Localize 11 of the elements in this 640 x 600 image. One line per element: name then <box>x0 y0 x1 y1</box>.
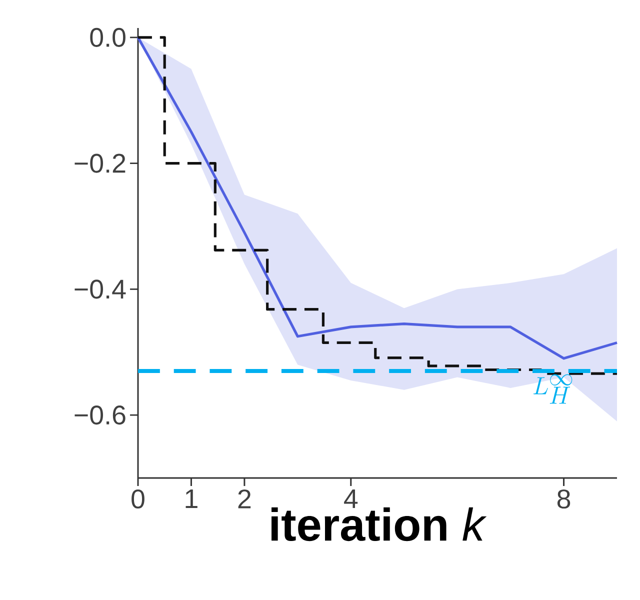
y-tick-label: −0.2 <box>74 154 126 173</box>
x-axis-title: iteration k <box>272 507 487 542</box>
y-tick-label: 0.0 <box>90 28 126 47</box>
y-tick-label: −0.4 <box>74 280 126 299</box>
ref-line-label: $L_H^{\infty}$ <box>533 374 572 404</box>
x-tick-label: 1 <box>186 489 198 508</box>
x-tick-label: 0 <box>132 489 144 509</box>
y-tick-label: −0.6 <box>74 406 126 425</box>
x-tick-label: 4 <box>344 489 358 508</box>
x-tick-label: 8 <box>557 489 570 509</box>
x-tick-label: 2 <box>238 489 251 508</box>
